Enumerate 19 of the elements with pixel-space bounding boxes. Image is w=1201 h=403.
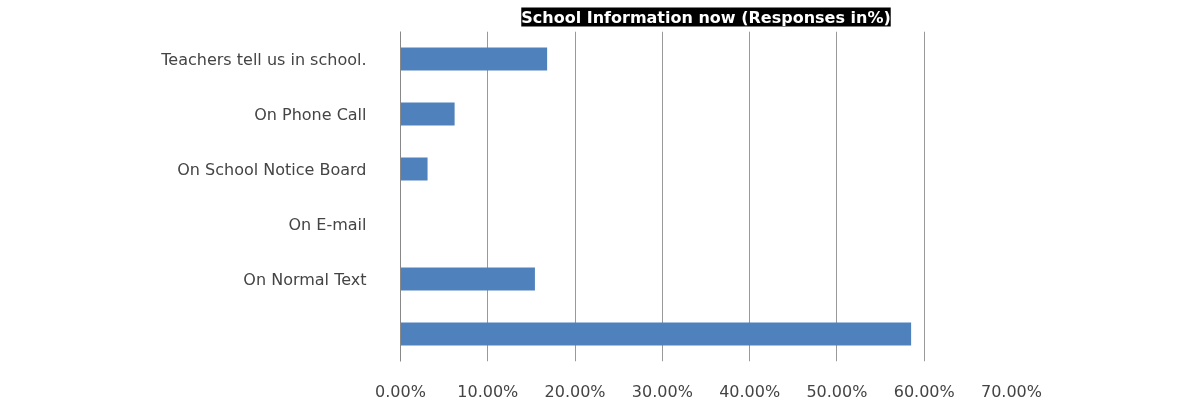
x-tick-label: 30.00% xyxy=(631,381,693,401)
y-tick-label: On E-mail xyxy=(288,214,367,234)
x-tick-label: 70.00% xyxy=(981,381,1043,401)
x-tick-label: 50.00% xyxy=(806,381,868,401)
bar xyxy=(400,322,912,346)
y-tick-label: Teachers tell us in school. xyxy=(160,49,367,69)
bar xyxy=(400,102,455,126)
x-tick-label: 60.00% xyxy=(893,381,955,401)
y-tick-label: On School Notice Board xyxy=(177,159,367,179)
y-tick-label: On Normal Text xyxy=(243,269,367,289)
bar xyxy=(400,47,548,71)
x-tick-label: 20.00% xyxy=(544,381,606,401)
bar xyxy=(400,157,428,181)
x-tick-label: 10.00% xyxy=(457,381,519,401)
chart-title: School Information now (Responses in%) xyxy=(521,7,891,27)
x-tick-label: 40.00% xyxy=(719,381,781,401)
y-tick-label: On Phone Call xyxy=(254,104,367,124)
bar xyxy=(400,267,535,291)
x-tick-label: 0.00% xyxy=(375,381,426,401)
